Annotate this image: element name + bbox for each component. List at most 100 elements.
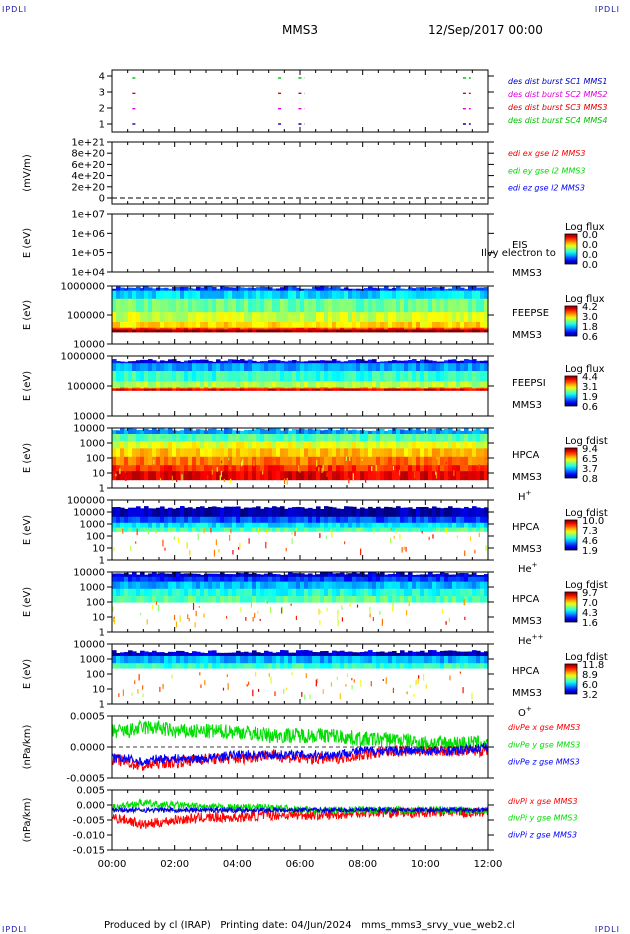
feepsi-spectrogram-cell bbox=[312, 381, 317, 388]
hpca_h-spectrogram-cell bbox=[344, 471, 349, 481]
hpca_he-spectrogram-cell bbox=[464, 506, 469, 519]
feepse-spectrogram-cell bbox=[484, 287, 489, 293]
feepsi-spectrogram-cell bbox=[468, 381, 473, 388]
feepsi-spectrogram-cell bbox=[204, 359, 209, 365]
feepsi-spectrogram-cell bbox=[484, 387, 489, 389]
feepsi-spectrogram-cell bbox=[484, 371, 489, 382]
hpca_h-spectrogram-cell bbox=[152, 434, 157, 442]
feepse-spectrogram-cell bbox=[280, 327, 285, 331]
hpca_h-spectrogram-cell bbox=[248, 429, 253, 437]
hpca_he-spectrogram-speck bbox=[248, 538, 250, 544]
feepse-spectrogram-cell bbox=[472, 321, 477, 329]
hpca_hepp-spectrogram-speck bbox=[464, 616, 466, 620]
hpca_h-spectrogram-cell bbox=[224, 471, 229, 481]
feepsi-spectrogram-cell bbox=[396, 371, 401, 382]
feepsi-spectrogram-cell bbox=[432, 363, 437, 372]
feepse-spectrogram-cell bbox=[324, 286, 329, 292]
hpca_o-spectrogram-speck bbox=[322, 689, 324, 694]
hpca_h-spectrogram-cell bbox=[332, 465, 337, 472]
hpca_he-spectrogram-cell bbox=[404, 522, 409, 529]
hpca_h-spectrogram-cell bbox=[456, 441, 461, 449]
hpca_he-spectrogram-cell bbox=[396, 516, 401, 524]
hpca_he-spectrogram-cell bbox=[204, 507, 209, 520]
feepse-spectrogram-cell bbox=[208, 327, 213, 331]
feepse-spectrogram-cell bbox=[484, 321, 489, 329]
feepsi-spectrogram-cell bbox=[408, 363, 413, 372]
hpca_he-spectrogram-cell bbox=[436, 507, 441, 520]
feepse-spectrogram-cell bbox=[308, 321, 313, 329]
hpca_h-spectrogram-cell bbox=[216, 434, 221, 442]
hpca_hepp-spectrogram-cell bbox=[188, 573, 193, 579]
hpca_h-spectrogram-cell bbox=[320, 471, 325, 481]
hpca_he-spectrogram-speck bbox=[257, 527, 259, 534]
hpca_he-spectrogram-cell bbox=[196, 527, 201, 532]
feepse-spectrogram-cell bbox=[404, 312, 409, 323]
hpca_h-spectrogram-cell bbox=[436, 465, 441, 472]
hpca_he-spectrogram-cell bbox=[340, 527, 345, 532]
hpca_o-spectrogram-cell bbox=[464, 651, 469, 659]
feepse-spectrogram-cell bbox=[264, 290, 269, 300]
hpca_h-spectrogram-cell bbox=[136, 430, 141, 437]
hpca_h-spectrogram-cell bbox=[308, 456, 313, 466]
hpca_he-spectrogram-cell bbox=[248, 507, 253, 520]
hpca_hepp-spectrogram-cell bbox=[364, 581, 369, 590]
hpca_h-spectrogram-cell bbox=[364, 448, 369, 458]
hpca_h-spectrogram-cell bbox=[300, 456, 305, 466]
eis-spacecraft-label: MMS3 bbox=[512, 268, 542, 279]
feepse-spectrogram-cell bbox=[444, 290, 449, 300]
feepse-spectrogram-cell bbox=[480, 290, 485, 300]
feepsi-spectrogram-cell bbox=[336, 388, 341, 391]
hpca_hepp-spectrogram-cell bbox=[132, 596, 137, 603]
feepsi-spectrogram-cell bbox=[404, 371, 409, 382]
feepse-spectrogram-cell bbox=[188, 327, 193, 331]
eis-colorbar-tick-label: 0.0 bbox=[582, 250, 598, 261]
feepsi-spectrogram-cell bbox=[192, 359, 197, 365]
hpca_o-spectrogram-cell bbox=[308, 663, 313, 669]
hpca_h-spectrogram-cell bbox=[376, 448, 381, 458]
feepsi-spectrogram-cell bbox=[276, 363, 281, 372]
hpca_h-spectrogram-cell bbox=[400, 429, 405, 437]
feepsi-spectrogram-cell bbox=[444, 381, 449, 388]
hpca_h-spectrogram-speck bbox=[181, 474, 183, 480]
feepsi-spectrogram-cell bbox=[472, 363, 477, 372]
hpca_h-spectrogram-cell bbox=[232, 465, 237, 472]
hpca_h-spectrogram-cell bbox=[400, 465, 405, 472]
feepsi-spectrogram-cell bbox=[464, 388, 469, 391]
feepse-spectrogram-cell bbox=[244, 290, 249, 300]
feepse-spectrogram-cell bbox=[140, 298, 145, 313]
hpca_he-spectrogram-speck bbox=[210, 527, 212, 533]
hpca_hepp-spectrogram-cell bbox=[236, 596, 241, 603]
feepsi-spectrogram-cell bbox=[308, 381, 313, 388]
hpca_he-spectrogram-speck bbox=[457, 529, 459, 532]
hpca_h-spectrogram-cell bbox=[460, 434, 465, 442]
hpca_h-spectrogram-cell bbox=[300, 448, 305, 458]
hpca_h-spectrogram-cell bbox=[260, 465, 265, 472]
feepse-spectrogram-cell bbox=[192, 321, 197, 329]
feepsi-spectrogram-cell bbox=[248, 371, 253, 382]
feepsi-colorbar-tick-label: 0.6 bbox=[582, 402, 598, 413]
hpca_h-spectrogram-cell bbox=[348, 430, 353, 437]
hpca_o-spectrogram-speck bbox=[351, 685, 353, 690]
hpca_h-spectrogram-cell bbox=[484, 448, 489, 458]
hpca_hepp-spectrogram-cell bbox=[220, 588, 225, 597]
eis-overlay-text: Ilvy electron to bbox=[481, 248, 556, 259]
hpca_h-spectrogram-cell bbox=[304, 465, 309, 472]
hpca_hepp-spectrogram-cell bbox=[432, 596, 437, 603]
hpca_hepp-spectrogram-cell bbox=[320, 576, 325, 583]
feepse-spectrogram-cell bbox=[348, 327, 353, 331]
hpca_h-colorbar-tick-label: 0.8 bbox=[582, 474, 598, 485]
feepse-spectrogram-cell bbox=[384, 327, 389, 331]
hpca_he-spectrogram-cell bbox=[460, 527, 465, 532]
hpca_h-spectrogram-cell bbox=[380, 441, 385, 449]
hpca_h-spectrogram-cell bbox=[312, 434, 317, 442]
feepsi-spectrogram-cell bbox=[428, 381, 433, 388]
feepsi-spectrogram-cell bbox=[352, 371, 357, 382]
hpca_o-spectrogram-speck bbox=[304, 694, 306, 700]
hpca_he-spectrogram-cell bbox=[460, 522, 465, 529]
hpca_hepp-spectrogram-cell bbox=[308, 581, 313, 590]
hpca_hepp-spectrogram-cell bbox=[428, 572, 433, 578]
hpca_he-spectrogram-cell bbox=[172, 527, 177, 532]
hpca_hepp-spectrogram-cell bbox=[140, 576, 145, 583]
hpca_hepp-spectrogram-cell bbox=[468, 596, 473, 603]
feepsi-spectrogram-cell bbox=[328, 371, 333, 382]
